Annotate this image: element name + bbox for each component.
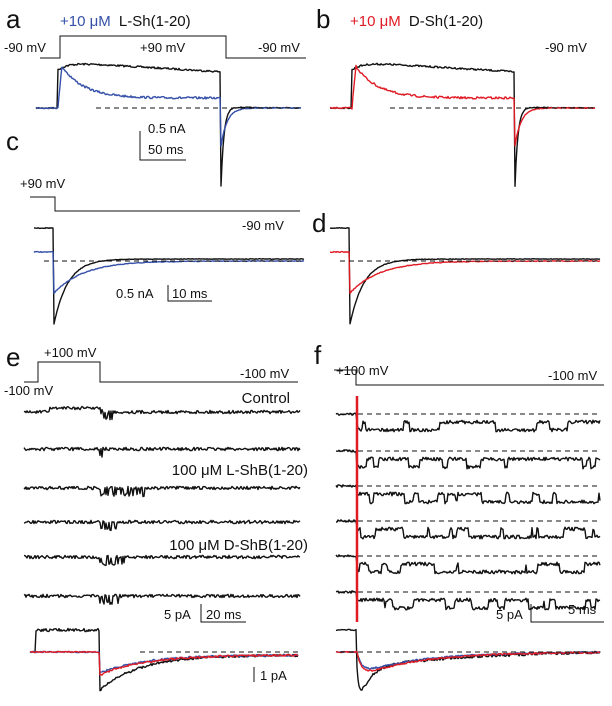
panel-e-sweep-2 <box>23 446 301 458</box>
panel-c-letter: c <box>6 126 19 156</box>
panel-e-sweep-5 <box>24 554 301 567</box>
panel-f-average-d <box>335 650 601 672</box>
panel-f-average-l <box>335 650 601 670</box>
panel-f-sweep-5 <box>335 554 601 575</box>
panel-a-letter: a <box>6 4 21 34</box>
panel-e-v-hold-right: -100 mV <box>240 366 289 381</box>
panel-e-sweep-3 <box>23 485 301 498</box>
panel-e-v-step: +100 mV <box>44 345 97 360</box>
panel-f-sweep-6 <box>335 590 601 611</box>
panel-a-v-step: +90 mV <box>140 40 185 55</box>
panel-c-voltage-protocol <box>30 196 300 212</box>
panel-d-letter: d <box>312 208 326 238</box>
panel-e-sweep-4 <box>23 519 301 532</box>
panel-f-scale-time: 5 ms <box>568 602 597 617</box>
panel-f-sweep-1 <box>335 412 601 433</box>
panel-e-control-label: Control <box>242 390 290 407</box>
panel-c-scale-time: 10 ms <box>172 286 208 301</box>
panel-f-sweep-4 <box>335 519 601 540</box>
panel-b-conc: +10 μM <box>350 13 401 30</box>
panel-e-sweep-6 <box>23 593 301 605</box>
panel-e-scale-time: 20 ms <box>206 607 242 622</box>
panel-f-sweep-2 <box>335 449 601 470</box>
panel-e-letter: e <box>6 342 20 372</box>
panel-f-average-control <box>335 628 601 691</box>
panel-f-letter: f <box>314 340 322 370</box>
panel-a-header: +10 μM L-Sh(1-20) <box>60 13 191 30</box>
panel-f-sweep-3 <box>335 484 601 505</box>
panel-b-v-hold-right: -90 mV <box>545 40 587 55</box>
panel-a-peptide-trace <box>36 66 302 147</box>
panel-e-v-hold-left: -100 mV <box>4 383 53 398</box>
panel-a-peptide: L-Sh(1-20) <box>119 13 191 30</box>
panel-a-voltage-protocol <box>40 35 306 59</box>
panel-e-scale-current: 5 pA <box>164 607 191 622</box>
panel-f-v-hold: -100 mV <box>548 368 597 383</box>
panel-b-peptide-trace <box>329 64 596 147</box>
panel-f-scale-current: 5 pA <box>496 607 523 622</box>
panel-b-peptide: D-Sh(1-20) <box>409 13 483 30</box>
panel-e-scale-bar <box>200 604 246 623</box>
panel-a-scale-current: 0.5 nA <box>148 121 186 136</box>
panel-c-control-tail <box>33 226 305 325</box>
panel-c-peptide-tail <box>33 250 305 294</box>
panel-e-voltage-protocol <box>24 361 298 383</box>
panel-f-scale-bar <box>530 604 604 623</box>
panel-d-peptide-tail <box>329 250 601 294</box>
panel-c-v-step: +90 mV <box>20 176 65 191</box>
panel-c-v-hold: -90 mV <box>242 218 284 233</box>
panel-e-d-peptide-label: 100 μM D-ShB(1-20) <box>169 537 308 554</box>
panel-d-control-tail <box>329 227 601 325</box>
panel-e-avg-scale: 1 pA <box>260 668 287 683</box>
panel-b-letter: b <box>316 4 330 34</box>
panel-e-l-peptide-label: 100 μM L-ShB(1-20) <box>172 462 308 479</box>
panel-c-scale-bar <box>167 285 212 302</box>
traces-layer <box>23 62 601 692</box>
panel-e-average-d <box>29 650 299 676</box>
panel-e-sweep-1 <box>23 405 301 421</box>
panel-b-header: +10 μM D-Sh(1-20) <box>350 13 483 30</box>
panel-f-v-step: +100 mV <box>336 363 389 378</box>
panel-a-v-hold-right: -90 mV <box>258 40 300 55</box>
panel-a-scale-bar <box>139 131 186 161</box>
panel-f-voltage-protocol <box>334 369 604 386</box>
panel-a-v-hold-left: -90 mV <box>4 40 46 55</box>
panel-c-scale-current: 0.5 nA <box>116 286 154 301</box>
panel-a-scale-time: 50 ms <box>148 142 184 157</box>
panel-a-conc: +10 μM <box>60 13 111 30</box>
